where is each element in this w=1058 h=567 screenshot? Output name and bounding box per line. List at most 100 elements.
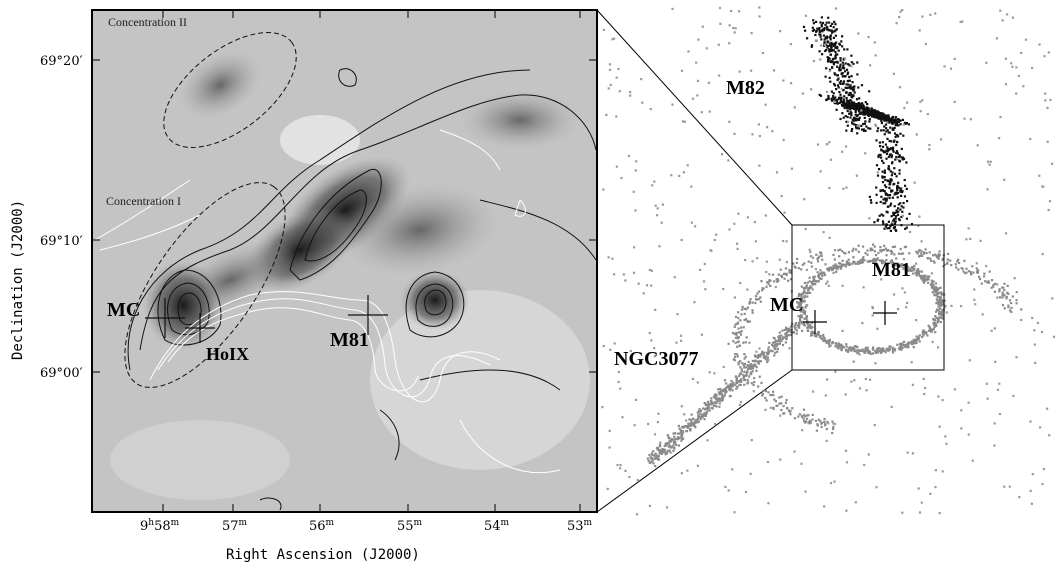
galaxy-point <box>812 390 815 393</box>
galaxy-point <box>635 160 638 163</box>
galaxy-point <box>993 444 996 447</box>
galaxy-point <box>899 189 902 192</box>
galaxy-point <box>828 345 831 348</box>
galaxy-point <box>859 106 863 109</box>
galaxy-point <box>895 192 898 195</box>
galaxy-point <box>799 314 802 317</box>
galaxy-point <box>885 259 888 262</box>
galaxy-point <box>953 100 956 103</box>
galaxy-point <box>690 422 693 425</box>
galaxy-point <box>660 221 663 224</box>
galaxy-point <box>890 189 893 192</box>
galaxy-point <box>846 115 849 119</box>
galaxy-point <box>891 128 894 131</box>
galaxy-point <box>873 250 876 253</box>
galaxy-point <box>802 323 805 326</box>
galaxy-point <box>738 403 742 406</box>
galaxy-point <box>861 348 864 351</box>
galaxy-point <box>779 338 782 341</box>
galaxy-point <box>834 267 837 270</box>
galaxy-point <box>893 347 896 350</box>
galaxy-point <box>654 308 657 311</box>
galaxy-point <box>853 119 856 122</box>
galaxy-point <box>854 110 857 114</box>
galaxy-point <box>673 432 677 435</box>
galaxy-point <box>796 306 799 309</box>
galaxy-point <box>904 184 907 187</box>
galaxy-point <box>851 128 854 131</box>
galaxy-point <box>996 296 999 299</box>
galaxy-point <box>766 126 769 129</box>
galaxy-point <box>745 366 748 369</box>
galaxy-point <box>941 399 944 402</box>
galaxy-point <box>913 181 916 184</box>
galaxy-point <box>810 265 813 268</box>
galaxy-point <box>812 22 815 25</box>
galaxy-point <box>814 39 817 42</box>
galaxy-point <box>810 321 814 324</box>
galaxy-point <box>893 126 896 129</box>
galaxy-point <box>828 236 831 239</box>
galaxy-point <box>826 98 829 101</box>
galaxy-point <box>733 222 736 225</box>
galaxy-point <box>830 29 833 32</box>
galaxy-point <box>704 414 707 417</box>
galaxy-point <box>842 346 845 349</box>
galaxy-point <box>1052 335 1056 338</box>
galaxy-point <box>875 486 878 489</box>
galaxy-point <box>827 58 830 61</box>
galaxy-point <box>914 272 917 275</box>
galaxy-point <box>1048 200 1052 203</box>
galaxy-point <box>705 404 708 407</box>
galaxy-point <box>738 383 741 386</box>
galaxy-point <box>818 50 821 53</box>
galaxy-point <box>837 344 840 348</box>
galaxy-point <box>889 229 892 232</box>
galaxy-point <box>827 422 830 425</box>
galaxy-point <box>805 316 808 320</box>
galaxy-point <box>843 251 846 254</box>
galaxy-point <box>826 60 830 63</box>
galaxy-point <box>776 280 779 283</box>
galaxy-point <box>918 29 921 32</box>
galaxy-point <box>701 416 704 419</box>
galaxy-point <box>849 105 853 108</box>
galaxy-point <box>856 73 859 76</box>
galaxy-point <box>865 125 868 128</box>
galaxy-point <box>804 311 807 314</box>
galaxy-point <box>851 122 854 125</box>
galaxy-point <box>700 111 703 114</box>
galaxy-point <box>832 63 835 66</box>
galaxy-point <box>905 226 908 229</box>
galaxy-point <box>666 434 669 437</box>
galaxy-point <box>935 324 938 327</box>
galaxy-point <box>736 247 739 250</box>
galaxy-point <box>807 421 810 424</box>
galaxy-point <box>778 337 781 340</box>
galaxy-point <box>664 444 667 447</box>
galaxy-point <box>906 341 909 345</box>
galaxy-point <box>810 332 813 335</box>
galaxy-point <box>696 381 699 384</box>
galaxy-point <box>855 98 859 101</box>
galaxy-point <box>777 339 781 342</box>
galaxy-point <box>852 105 855 108</box>
galaxy-point <box>613 342 616 345</box>
galaxy-point <box>882 214 885 217</box>
galaxy-point <box>721 390 724 393</box>
galaxy-point <box>667 436 670 439</box>
galaxy-point <box>854 117 857 120</box>
galaxy-point <box>669 451 672 454</box>
galaxy-point <box>933 319 936 322</box>
galaxy-point <box>799 317 802 321</box>
galaxy-point <box>984 280 987 283</box>
galaxy-point <box>653 454 656 457</box>
galaxy-point <box>804 420 807 423</box>
galaxy-point <box>686 164 689 167</box>
galaxy-point <box>871 248 874 252</box>
galaxy-point <box>718 397 721 400</box>
galaxy-point <box>850 349 853 352</box>
galaxy-point <box>904 227 907 230</box>
galaxy-point <box>733 132 736 135</box>
galaxy-point <box>832 96 835 99</box>
